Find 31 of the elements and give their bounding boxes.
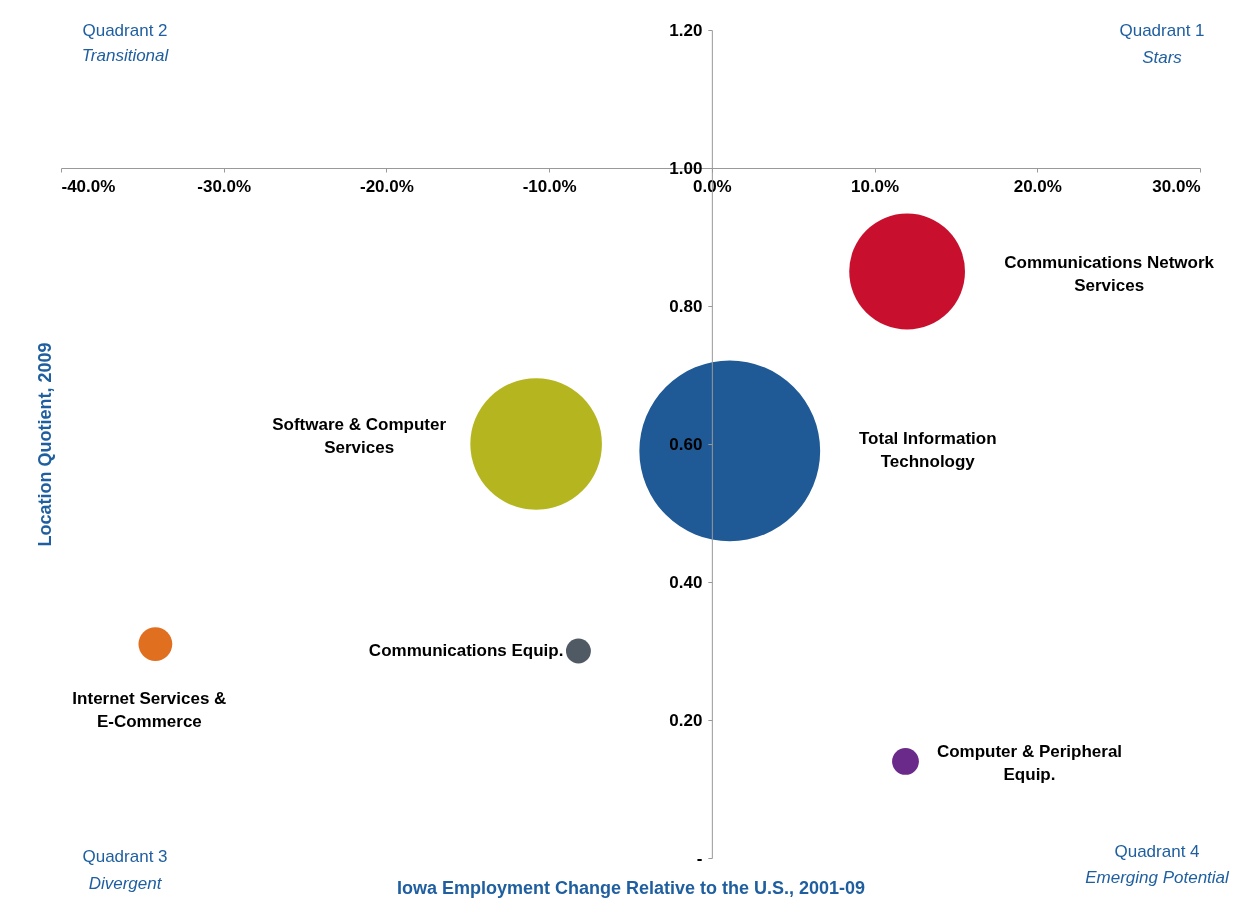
x-tick-label: 20.0% (1013, 176, 1062, 196)
text: Emerging Potential (1085, 868, 1231, 887)
text: Divergent (88, 874, 163, 893)
x-tick-label: 30.0% (1152, 176, 1201, 196)
text: Internet Services & E-Commerce (72, 689, 227, 732)
x-tick-label: -40.0% (61, 176, 116, 196)
annotation: Quadrant 4 (1114, 842, 1200, 861)
annotation: Transitional (81, 46, 170, 65)
series-label: Computer & Peripheral Equip. (936, 742, 1123, 785)
text: Total Information Technology (858, 428, 997, 471)
series-label: Software & Computer Services (272, 415, 447, 457)
y-tick-label: 0.80 (669, 296, 703, 316)
annotation: Quadrant 2 (82, 21, 168, 40)
annotation: Quadrant 1 (1119, 21, 1205, 40)
annotation: Stars (1142, 48, 1183, 67)
y-axis-title: Location Quotient, 2009 (34, 342, 55, 547)
x-axis-title: Iowa Employment Change Relative to the U.S., 2001-09 (396, 877, 866, 898)
y-tick-label: - (696, 848, 703, 868)
y-tick-label: 1.20 (669, 20, 703, 40)
series-label: Communications Equip. (368, 641, 564, 660)
annotation: Quadrant 3 (82, 847, 168, 866)
x-tick-label: -20.0% (359, 176, 414, 196)
x-tick-label: -30.0% (197, 176, 252, 196)
y-tick-label: 0.60 (669, 434, 703, 454)
x-tick-label: -10.0% (522, 176, 577, 196)
x-tick-label: 10.0% (850, 176, 900, 196)
text: Communications Network Services (1004, 252, 1215, 295)
x-tick-label: 0.0% (692, 176, 732, 196)
y-tick-label: 1.00 (669, 158, 703, 178)
y-tick-label: 0.20 (669, 710, 703, 730)
y-tick-label: 0.40 (669, 572, 703, 592)
